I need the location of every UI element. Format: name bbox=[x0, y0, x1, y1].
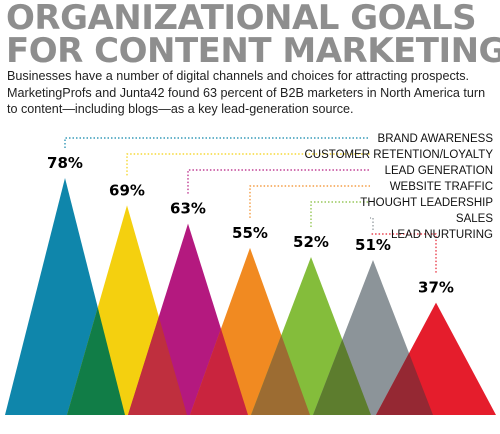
category-label-thought-leadership: THOUGHT LEADERSHIP bbox=[360, 197, 493, 209]
chart-title-line-2: FOR CONTENT MARKETING bbox=[6, 31, 500, 71]
value-label-brand-awareness: 78% bbox=[47, 154, 83, 172]
leader-line-customer-retention-loyalty bbox=[126, 153, 370, 176]
leader-line-sales bbox=[370, 217, 374, 231]
chart-title-line-1: ORGANIZATIONAL GOALS bbox=[6, 0, 477, 38]
value-label-lead-generation: 63% bbox=[170, 200, 206, 218]
leader-line-website-traffic bbox=[249, 185, 370, 218]
leader-line-lead-nurturing bbox=[370, 233, 437, 273]
intro-paragraph: Businesses have a number of digital chan… bbox=[7, 69, 486, 116]
value-label-website-traffic: 55% bbox=[232, 224, 268, 242]
category-label-sales: SALES bbox=[456, 213, 493, 225]
value-label-lead-nurturing: 37% bbox=[418, 279, 454, 297]
category-label-lead-generation: LEAD GENERATION bbox=[385, 165, 493, 177]
leader-line-lead-generation bbox=[187, 169, 370, 194]
overlap-4 bbox=[251, 335, 310, 415]
overlap-2 bbox=[128, 316, 187, 415]
leader-line-brand-awareness bbox=[64, 137, 370, 148]
value-label-thought-leadership: 52% bbox=[293, 233, 329, 251]
value-label-customer-retention-loyalty: 69% bbox=[109, 181, 145, 199]
overlap-6 bbox=[376, 353, 433, 415]
category-label-customer-retention-loyalty: CUSTOMER RETENTION/LOYALTY bbox=[305, 149, 494, 161]
overlap-3 bbox=[190, 328, 248, 415]
leader-line-thought-leadership bbox=[310, 201, 370, 227]
category-label-brand-awareness: BRAND AWARENESS bbox=[378, 133, 494, 145]
chart-title: ORGANIZATIONAL GOALS FOR CONTENT MARKETI… bbox=[6, 0, 500, 71]
overlap-1 bbox=[67, 307, 125, 415]
value-label-sales: 51% bbox=[355, 236, 391, 254]
category-label-website-traffic: WEBSITE TRAFFIC bbox=[390, 181, 493, 193]
overlap-5 bbox=[313, 339, 371, 415]
category-label-lead-nurturing: LEAD NURTURING bbox=[391, 229, 493, 241]
